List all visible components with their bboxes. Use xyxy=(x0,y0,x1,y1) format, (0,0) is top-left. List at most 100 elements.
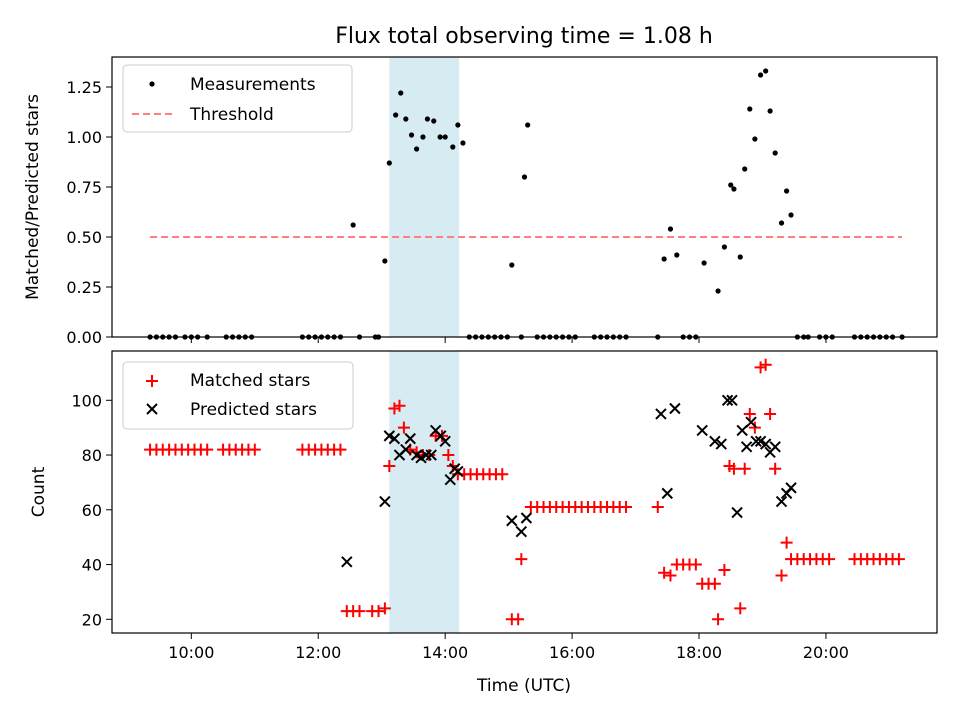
predicted-stars-point xyxy=(420,449,432,461)
top-panel-y-ticks: 0.00 0.25 0.50 0.75 1.00 1.25 xyxy=(66,78,112,347)
predicted-stars-point xyxy=(759,438,772,450)
predicted-stars-point xyxy=(425,449,437,461)
matched-stars-point xyxy=(718,564,731,577)
measurement-point xyxy=(701,260,707,266)
top-legend-box xyxy=(122,64,353,133)
matched-stars-point xyxy=(823,553,836,566)
x-axis-label: Time (UTC) xyxy=(476,676,571,696)
predicted-stars-point xyxy=(379,495,391,508)
matched-stars-point xyxy=(651,501,664,514)
matched-stars-point xyxy=(496,468,509,481)
bottom-panel-y-ticks: 20 40 60 80 100 xyxy=(71,391,112,629)
bottom-y-tick-label: 20 xyxy=(82,610,102,629)
top-y-tick-label: 0.00 xyxy=(66,328,102,347)
measurement-point xyxy=(521,174,528,180)
measurement-point xyxy=(509,262,515,268)
matched-stars-point xyxy=(759,358,772,371)
bottom-legend: Matched stars Predicted stars xyxy=(122,361,354,430)
bottom-legend-box xyxy=(122,361,354,430)
matched-stars-point xyxy=(769,462,782,475)
measurement-point xyxy=(455,122,461,128)
measurement-point xyxy=(424,116,431,122)
matched-stars-point xyxy=(397,421,410,434)
measurement-point xyxy=(525,122,531,128)
top-panel: 0.00 0.25 0.50 0.75 1.00 1.25 Matched/Predict… xyxy=(23,56,938,347)
predicted-stars-point xyxy=(769,441,781,453)
predicted-stars-point xyxy=(655,408,667,420)
bottom-panel-marks xyxy=(144,358,905,626)
matched-stars-point xyxy=(248,443,261,456)
legend-threshold-label: Threshold xyxy=(189,105,274,125)
measurement-point xyxy=(742,166,748,172)
measurement-point xyxy=(437,134,443,140)
matched-stars-point xyxy=(775,569,788,582)
legend-predicted-label: Predicted stars xyxy=(190,400,317,420)
measurement-point xyxy=(382,258,388,264)
top-y-tick-label: 1.25 xyxy=(66,78,102,97)
predicted-stars-point xyxy=(736,424,748,437)
measurement-point xyxy=(731,186,737,192)
measurement-point xyxy=(721,244,728,250)
measurement-point xyxy=(420,134,426,140)
predicted-stars-point xyxy=(696,424,708,437)
bottom-y-axis-label: Count xyxy=(29,466,49,517)
predicted-stars-point xyxy=(404,432,416,445)
predicted-stars-point xyxy=(785,482,797,494)
matched-stars-point xyxy=(515,553,528,566)
predicted-stars-point xyxy=(515,525,528,538)
measurement-point xyxy=(715,288,721,294)
matched-stars-point xyxy=(780,536,793,549)
matched-stars-point xyxy=(388,402,401,415)
top-y-tick-label: 0.25 xyxy=(66,278,102,297)
predicted-stars-point xyxy=(669,402,681,415)
measurement-point xyxy=(460,140,466,146)
matched-stars-point xyxy=(743,407,756,420)
matched-stars-point xyxy=(664,569,677,582)
top-y-tick-label: 1.00 xyxy=(66,128,102,147)
predicted-stars-point xyxy=(506,515,518,527)
x-tick-label: 14:00 xyxy=(422,643,468,662)
top-panel-shade xyxy=(389,57,460,337)
predicted-stars-point xyxy=(439,435,451,448)
matched-stars-point xyxy=(764,407,777,420)
bottom-panel-shade xyxy=(389,351,460,633)
measurement-point xyxy=(667,226,674,232)
bottom-panel-frame xyxy=(111,350,938,634)
matched-stars-point xyxy=(689,558,702,571)
legend-measurements-marker xyxy=(149,81,155,87)
measurement-point xyxy=(408,132,415,138)
measurement-point xyxy=(431,118,437,124)
matched-stars-point xyxy=(734,602,747,615)
measurement-point xyxy=(674,252,680,258)
measurement-point xyxy=(788,212,794,218)
measurement-point xyxy=(757,72,764,78)
bottom-panel: 20 40 60 80 100 10:00 12:00 14:00 16:00 18:00 20:… xyxy=(29,350,938,696)
measurement-point xyxy=(350,222,356,228)
matched-stars-point xyxy=(372,605,385,618)
measurement-point xyxy=(403,116,409,122)
measurement-point xyxy=(737,254,743,260)
measurement-point xyxy=(398,90,404,96)
x-tick-label: 10:00 xyxy=(168,643,214,662)
bottom-y-tick-label: 40 xyxy=(82,556,102,575)
measurement-point xyxy=(728,182,734,188)
measurement-point xyxy=(778,220,785,226)
legend-matched-label: Matched stars xyxy=(190,371,310,391)
predicted-stars-point xyxy=(745,416,757,428)
top-y-axis-label: Matched/Predicted stars xyxy=(23,94,43,300)
matched-stars-point xyxy=(353,605,366,618)
bottom-y-tick-label: 80 xyxy=(82,446,102,465)
measurement-point xyxy=(772,150,778,156)
legend-measurements-label: Measurements xyxy=(190,75,316,95)
measurement-point xyxy=(450,144,456,150)
x-tick-label: 16:00 xyxy=(549,643,595,662)
measurement-point xyxy=(442,134,448,140)
predicted-stars-point xyxy=(775,495,788,508)
top-panel-frame xyxy=(111,56,938,338)
matched-stars-point xyxy=(393,399,406,412)
matched-stars-point xyxy=(201,443,214,456)
matched-stars-point xyxy=(748,421,761,434)
measurement-point xyxy=(414,146,420,152)
legend-predicted-marker xyxy=(146,403,158,415)
matched-stars-point xyxy=(754,361,767,374)
